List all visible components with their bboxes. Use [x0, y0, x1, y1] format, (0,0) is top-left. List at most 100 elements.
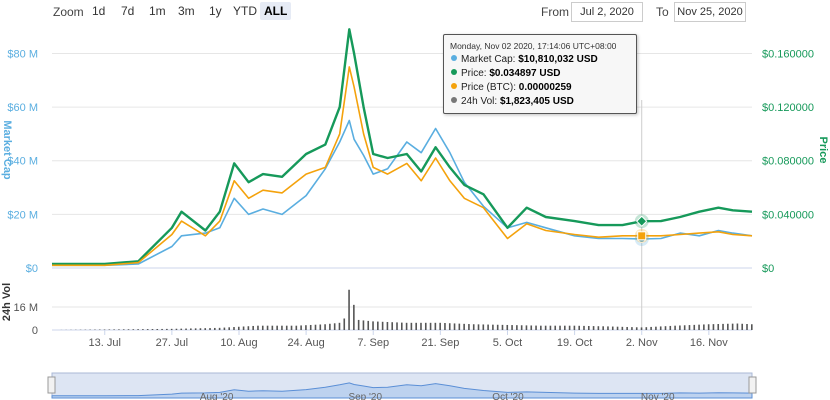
volume-bar — [214, 327, 216, 330]
x-tick-label: 19. Oct — [557, 337, 592, 349]
volume-bar — [496, 324, 499, 330]
volume-bar — [257, 325, 259, 330]
volume-bar — [650, 326, 652, 330]
x-tick-label: 5. Oct — [493, 337, 522, 349]
volume-bar — [698, 324, 700, 330]
left-tick-label: $80 M — [7, 48, 38, 60]
volume-bar — [377, 321, 379, 330]
tooltip-row-volume: 24h Vol: $1,823,405 USD — [451, 96, 574, 107]
volume-bar — [305, 325, 307, 330]
volume-bar — [381, 321, 384, 330]
volume-bar — [444, 323, 446, 330]
tooltip-volume-label: 24h Vol: — [461, 96, 498, 107]
volume-bar — [122, 329, 125, 330]
volume-bar — [525, 325, 528, 330]
volume-bar — [285, 325, 288, 330]
right-tick-label: $0.120000 — [762, 102, 814, 114]
market-cap-dot-icon — [451, 55, 457, 61]
volume-bar — [655, 326, 657, 330]
volume-bar — [707, 324, 710, 330]
zoom-3m-button[interactable]: 3m — [178, 4, 195, 18]
from-label: From — [541, 5, 569, 19]
volume-bar — [127, 329, 130, 330]
volume-bar — [185, 328, 187, 330]
volume-bar — [314, 324, 317, 330]
volume-bar — [640, 327, 643, 330]
volume-bar — [218, 327, 221, 330]
volume-bar — [645, 327, 648, 330]
volume-bar — [631, 327, 633, 330]
volume-bar — [401, 322, 403, 330]
right-tick-label: $0.160000 — [762, 48, 814, 60]
navigator-label: Nov '20 — [641, 392, 675, 400]
volume-bar — [146, 329, 149, 330]
navigator-label: Sep '20 — [348, 392, 382, 400]
zoom-1y-button[interactable]: 1y — [209, 4, 222, 18]
zoom-1m-button[interactable]: 1m — [149, 4, 166, 18]
tooltip-market-cap-label: Market Cap: — [461, 54, 516, 65]
volume-bar — [544, 325, 547, 330]
volume-bar — [367, 320, 370, 330]
x-tick-label: 13. Jul — [89, 337, 121, 349]
volume-bar — [199, 328, 202, 330]
x-tick-label: 2. Nov — [626, 337, 658, 349]
tooltip-market-cap-value: $10,810,032 USD — [518, 54, 598, 65]
volume-bar — [535, 325, 537, 330]
volume-bar — [453, 323, 456, 330]
volume-bar — [597, 326, 600, 330]
volume-bar — [343, 318, 346, 330]
volume-bar — [223, 327, 226, 330]
volume-bar — [731, 323, 734, 330]
volume-bar — [549, 325, 552, 330]
left-axis-title: Market Cap — [1, 120, 13, 180]
zoom-7d-button[interactable]: 7d — [121, 4, 135, 18]
volume-bar — [156, 328, 159, 330]
volume-bar — [372, 321, 374, 330]
volume-bar — [118, 329, 120, 330]
volume-bar — [683, 325, 686, 330]
volume-dot-icon — [451, 97, 457, 103]
volume-bar — [592, 326, 595, 330]
zoom-ytd-button[interactable]: YTD — [233, 4, 257, 18]
tooltip-volume-value: $1,823,405 USD — [499, 96, 574, 107]
volume-bar — [309, 324, 312, 330]
volume-bar — [564, 325, 566, 330]
volume-bar — [242, 326, 245, 330]
navigator-label: Aug '20 — [200, 392, 234, 400]
volume-bar — [578, 325, 580, 330]
tooltip-row-market-cap: Market Cap: $10,810,032 USD — [451, 54, 598, 65]
to-date-input[interactable]: Nov 25, 2020 — [674, 2, 746, 22]
to-label: To — [656, 5, 669, 19]
navigator[interactable]: Aug '20 Sep '20 Oct '20 Nov '20 — [47, 372, 757, 400]
from-date-input[interactable]: Jul 2, 2020 — [571, 2, 643, 22]
volume-bar — [693, 324, 696, 330]
volume-bar — [290, 325, 293, 330]
range-selector: Zoom 1d 7d 1m 3m 1y YTD ALL From Jul 2, … — [0, 0, 830, 24]
volume-bar — [477, 324, 480, 330]
data-tooltip: Monday, Nov 02 2020, 17:14:06 UTC+08:00 … — [443, 34, 637, 114]
tooltip-price-value: $0.034897 USD — [489, 68, 561, 79]
volume-bar — [405, 322, 408, 330]
volume-bar — [329, 323, 331, 330]
volume-bar — [506, 324, 509, 330]
zoom-all-button[interactable]: ALL — [260, 2, 292, 20]
volume-bar — [458, 323, 461, 330]
volume-bar — [501, 324, 504, 330]
volume-bar — [669, 325, 672, 330]
hover-marker — [637, 231, 647, 241]
volume-bar — [487, 324, 489, 330]
navigator-right-handle — [748, 376, 757, 394]
tooltip-row-price-btc: Price (BTC): 0.00000259 — [451, 82, 572, 93]
volume-bar — [175, 328, 178, 330]
price-dot-icon — [451, 69, 457, 75]
volume-bar — [295, 325, 298, 330]
tooltip-price-label: Price: — [461, 68, 487, 79]
tooltip-price-btc-value: 0.00000259 — [518, 82, 572, 93]
volume-bar — [391, 322, 394, 330]
volume-bar — [583, 325, 585, 330]
volume-bar — [746, 324, 748, 330]
right-tick-label: $0.080000 — [762, 156, 814, 168]
zoom-1d-button[interactable]: 1d — [92, 4, 106, 18]
tooltip-row-price: Price: $0.034897 USD — [451, 68, 561, 79]
